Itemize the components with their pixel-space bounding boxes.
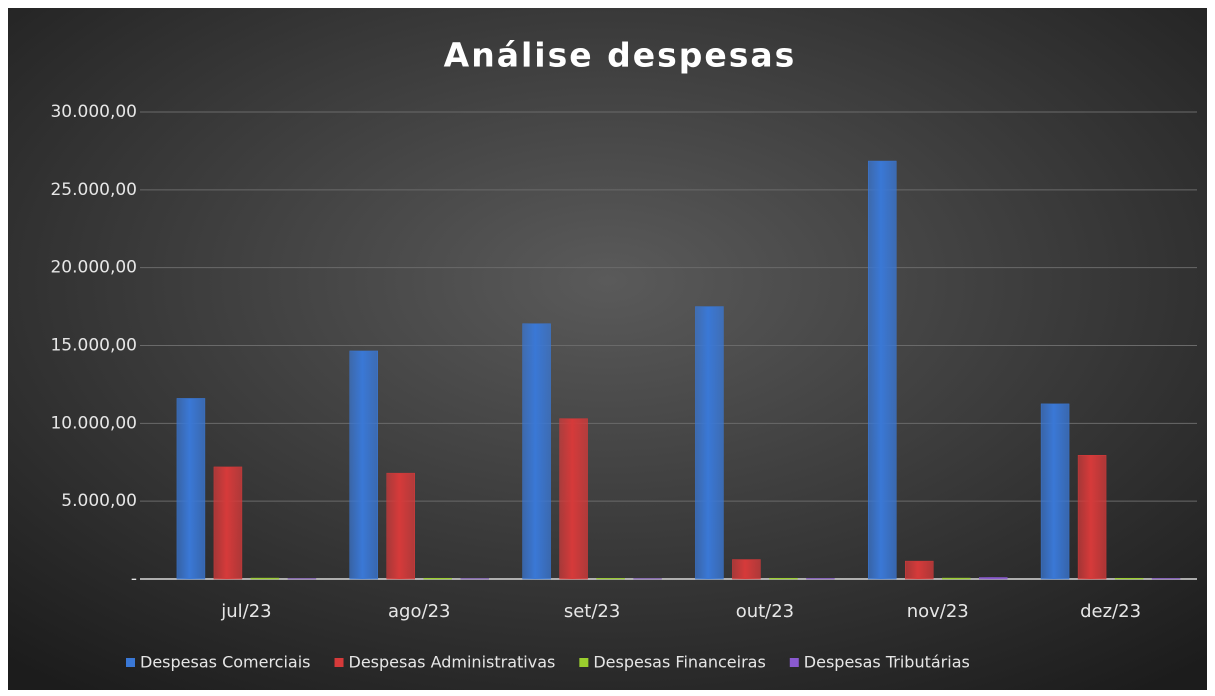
y-tick-label: 10.000,00 bbox=[50, 413, 137, 433]
legend-swatch bbox=[126, 658, 135, 667]
y-tick-label: 5.000,00 bbox=[61, 491, 137, 511]
chart-background bbox=[8, 8, 1207, 690]
y-tick-label: 20.000,00 bbox=[50, 258, 137, 278]
bar bbox=[1077, 454, 1107, 580]
x-tick-label: jul/23 bbox=[220, 601, 271, 622]
bar bbox=[176, 398, 206, 580]
y-tick-label: 25.000,00 bbox=[50, 180, 137, 200]
legend-label: Despesas Financeiras bbox=[593, 653, 765, 672]
bar bbox=[596, 578, 625, 580]
legend-label: Despesas Administrativas bbox=[349, 653, 556, 672]
bar bbox=[732, 559, 761, 580]
y-tick-label: - bbox=[131, 569, 137, 589]
legend-label: Despesas Comerciais bbox=[140, 653, 311, 672]
bar bbox=[1114, 577, 1144, 580]
legend-swatch bbox=[334, 658, 344, 667]
bar bbox=[423, 577, 452, 580]
chart-title: Análise despesas bbox=[444, 36, 797, 75]
bar bbox=[868, 160, 897, 580]
bar bbox=[213, 466, 243, 580]
bar bbox=[979, 577, 1008, 580]
bar bbox=[1040, 403, 1070, 580]
bar bbox=[942, 577, 971, 580]
bar bbox=[559, 418, 588, 580]
x-tick-label: dez/23 bbox=[1080, 601, 1141, 622]
x-tick-label: nov/23 bbox=[907, 601, 969, 622]
legend-swatch bbox=[579, 658, 589, 667]
y-tick-label: 15.000,00 bbox=[50, 336, 137, 356]
bar bbox=[522, 323, 551, 580]
bar bbox=[695, 306, 724, 580]
x-tick-label: ago/23 bbox=[388, 601, 450, 622]
bar bbox=[905, 560, 934, 580]
legend-label: Despesas Tributárias bbox=[804, 653, 970, 672]
bar bbox=[349, 350, 378, 580]
bar bbox=[250, 577, 280, 580]
bar bbox=[769, 577, 798, 580]
bar bbox=[386, 472, 415, 580]
x-tick-label: out/23 bbox=[736, 601, 794, 622]
y-tick-label: 30.000,00 bbox=[50, 102, 137, 122]
legend-swatch bbox=[789, 658, 799, 667]
x-tick-label: set/23 bbox=[564, 601, 620, 622]
